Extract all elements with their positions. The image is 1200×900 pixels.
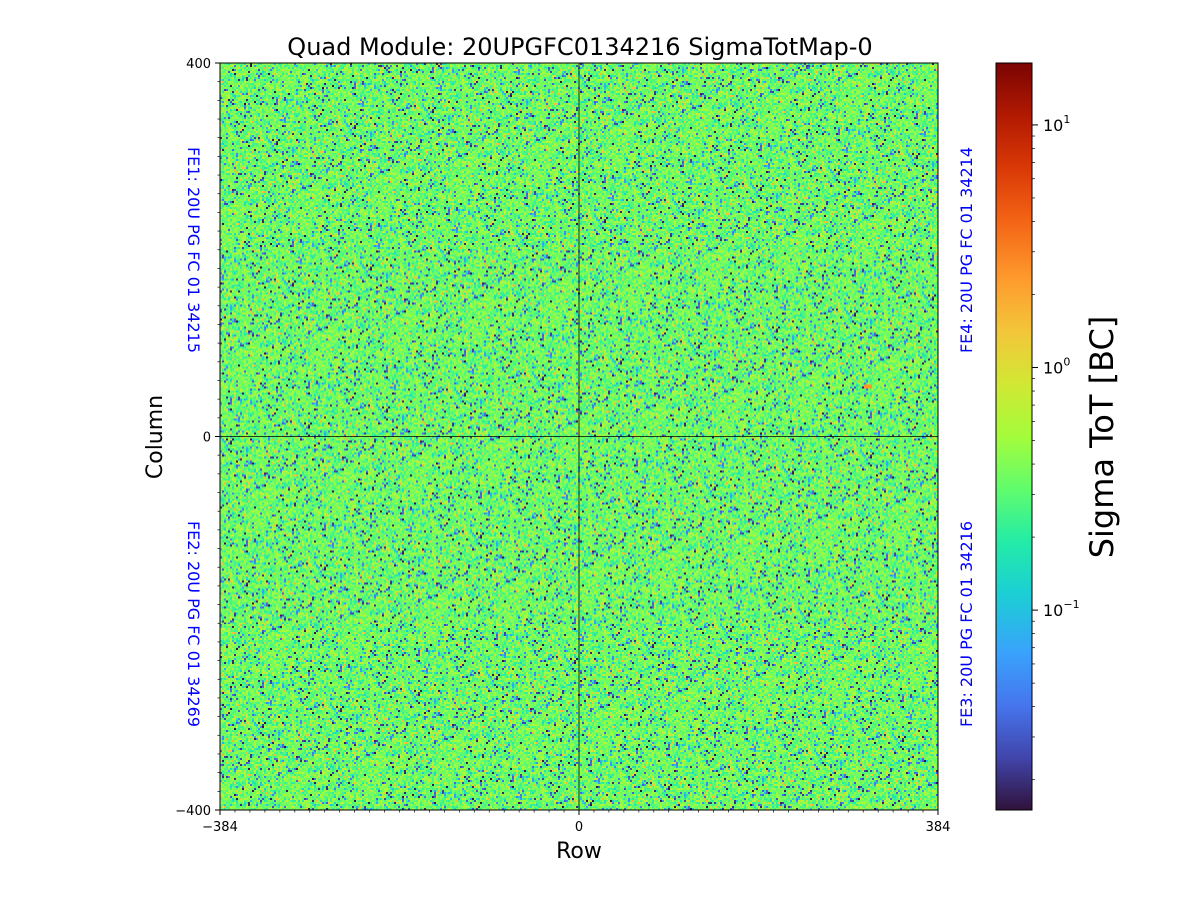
plot-area (219, 62, 939, 811)
colorbar-gradient (995, 62, 1033, 811)
colorbar-label: Sigma ToT [BC] (1083, 316, 1121, 559)
colorbar-tick-label: 101 (1043, 113, 1070, 135)
y-tick-label: 400 (186, 57, 211, 72)
x-tick-label: 384 (926, 820, 951, 835)
y-axis: 400 0 −400 (175, 57, 220, 819)
y-tick-label: −400 (175, 804, 211, 819)
x-tick-label: 0 (575, 820, 583, 835)
fe4-label: FE4: 20U PG FC 01 34214 (957, 147, 976, 353)
chart-title: Quad Module: 20UPGFC0134216 SigmaTotMap-… (287, 33, 872, 61)
colorbar-tick-label: 100 (1043, 356, 1070, 378)
fe3-label: FE3: 20U PG FC 01 34216 (957, 521, 976, 727)
x-axis: −384 0 384 (202, 810, 950, 835)
x-axis-label: Row (556, 839, 602, 864)
y-axis-label: Column (143, 395, 168, 479)
x-tick-label: −384 (202, 820, 238, 835)
colorbar-tick-label: 10−1 (1043, 598, 1080, 620)
colorbar-ticks: 101 100 10−1 (1032, 113, 1080, 781)
colorbar: 101 100 10−1 Sigma ToT [BC] (995, 62, 1121, 811)
fe1-label: FE1: 20U PG FC 01 34215 (184, 147, 203, 353)
y-tick-label: 0 (203, 431, 211, 446)
fe2-label: FE2: 20U PG FC 01 34269 (184, 521, 203, 727)
